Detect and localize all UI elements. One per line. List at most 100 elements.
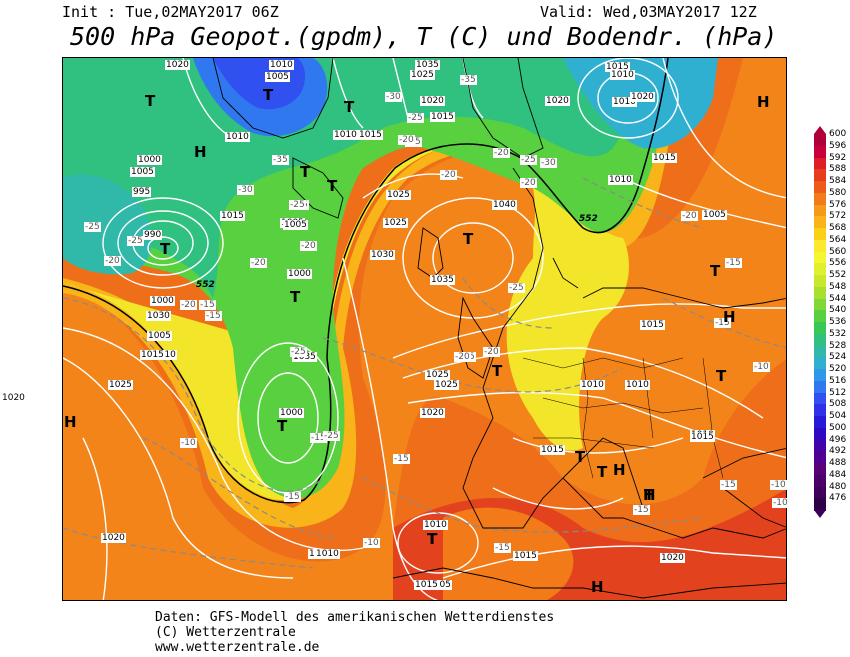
temperature-label: -25 bbox=[520, 155, 537, 165]
colorbar-label: 492 bbox=[829, 446, 847, 457]
temperature-label: -20 bbox=[493, 148, 510, 158]
temperature-label: -30 bbox=[385, 92, 402, 102]
colorbar-cell bbox=[814, 251, 826, 264]
colorbar-cell bbox=[814, 333, 826, 346]
contour-552-label: 552 bbox=[196, 280, 215, 290]
colorbar-label: 512 bbox=[829, 387, 847, 398]
isobar-label: 1020 bbox=[165, 60, 190, 70]
isobar-label: 1015 bbox=[358, 130, 383, 140]
temperature-label: -25 bbox=[84, 222, 101, 232]
isobar-label: 990 bbox=[143, 230, 163, 240]
colorbar-label: 552 bbox=[829, 270, 847, 280]
isobar-label: 1010 bbox=[423, 520, 448, 530]
isobar-label: 1025 bbox=[434, 380, 459, 390]
high-pressure-marker: H bbox=[591, 578, 604, 596]
isobar-label: 1015 bbox=[605, 62, 630, 72]
isobar-label: 1005 bbox=[147, 331, 172, 341]
temperature-label: -25 bbox=[290, 347, 307, 357]
temperature-label: -30 bbox=[237, 185, 254, 195]
isobar-label: 1015 bbox=[220, 211, 245, 221]
isobar-label: 1010 bbox=[269, 60, 294, 70]
field-576 bbox=[63, 58, 786, 600]
weather-map bbox=[62, 57, 787, 601]
footer-copyright: (C) Wetterzentrale bbox=[155, 625, 296, 640]
temperature-label: -15 bbox=[720, 480, 737, 490]
contour-552 bbox=[63, 58, 669, 504]
high-pressure-marker: H bbox=[64, 413, 77, 431]
colorbar-label: 576 bbox=[829, 199, 847, 210]
isobar-label: 1025 bbox=[410, 70, 435, 80]
temperature-label: -15 bbox=[284, 492, 301, 502]
footer-url[interactable]: www.wetterzentrale.de bbox=[155, 640, 320, 655]
colorbar-cell bbox=[814, 157, 826, 170]
isobar-label: 1020 bbox=[1, 393, 26, 403]
colorbar-cell bbox=[814, 169, 826, 182]
low-pressure-marker: T bbox=[427, 530, 438, 548]
isotherms bbox=[63, 177, 786, 569]
colorbar-label: 516 bbox=[829, 375, 847, 386]
low-pressure-marker: T bbox=[300, 163, 311, 181]
isobar-label: 1000 bbox=[137, 155, 162, 165]
isobar-label: 1000 bbox=[279, 408, 304, 418]
colorbar-cell bbox=[814, 145, 826, 158]
temperature-label: -20 bbox=[454, 352, 471, 362]
temperature-label: -25 bbox=[508, 283, 525, 293]
low-pressure-marker: T bbox=[263, 86, 274, 104]
temperature-label: -15 bbox=[633, 505, 650, 515]
colorbar-cell bbox=[814, 204, 826, 217]
isobar-label: 1020 bbox=[420, 408, 445, 418]
colorbar-label: 556 bbox=[829, 258, 847, 269]
isobar-label: 1035 bbox=[430, 275, 455, 285]
colorbar-cell bbox=[814, 345, 826, 358]
isobar-label: 1030 bbox=[370, 250, 395, 260]
isobar-label: 1015 bbox=[430, 112, 455, 122]
colorbar-cell bbox=[814, 181, 826, 194]
colorbar-label: 592 bbox=[829, 152, 847, 163]
isobar-label: 1005 bbox=[702, 210, 727, 220]
colorbar-cell bbox=[814, 392, 826, 405]
temperature-label: -15 bbox=[310, 433, 327, 443]
isobar-label: 1005 bbox=[130, 167, 155, 177]
temperature-label: -20 bbox=[300, 241, 317, 251]
colorbar-cell bbox=[814, 380, 826, 393]
field-524-ne bbox=[563, 58, 718, 149]
temperature-label: -10 bbox=[180, 438, 197, 448]
low-pressure-marker: T bbox=[575, 448, 586, 466]
isobar-label: 1020 bbox=[545, 96, 570, 106]
isobar-label: 1015 bbox=[414, 580, 439, 590]
low-pressure-marker: T bbox=[145, 92, 156, 110]
temperature-label: -30 bbox=[540, 158, 557, 168]
colorbar-label: 528 bbox=[829, 340, 847, 351]
isobar-label: 1025 bbox=[108, 380, 133, 390]
colorbar-label: 600 bbox=[829, 129, 847, 139]
isobar-label: 1005 bbox=[427, 580, 452, 590]
temperature-label: -15 bbox=[199, 300, 216, 310]
isobar-label: 1020 bbox=[630, 92, 655, 102]
high-pressure-marker: H bbox=[613, 461, 626, 479]
isobar-label: 1020 bbox=[420, 96, 445, 106]
isobar-label: 1005 bbox=[283, 220, 308, 230]
isobar-label: 1015 bbox=[690, 432, 715, 442]
temperature-label: -15 bbox=[205, 311, 222, 321]
colorbar-label: 484 bbox=[829, 469, 847, 480]
map-canvas bbox=[63, 58, 786, 600]
temperature-label: -20 bbox=[398, 135, 415, 145]
colorbar-label: 560 bbox=[829, 246, 847, 257]
high-pressure-marker: H bbox=[643, 486, 656, 504]
isobar-label: 1020 bbox=[101, 533, 126, 543]
temperature-label: -10 bbox=[772, 498, 789, 508]
colorbar-cell bbox=[814, 298, 826, 311]
low-pressure-marker: T bbox=[644, 486, 655, 504]
isobar-label: 1035 bbox=[415, 60, 440, 70]
isobars bbox=[63, 58, 786, 600]
colorbar-cell bbox=[814, 474, 826, 487]
temperature-label: -15 bbox=[393, 454, 410, 464]
temperature-label: -20 bbox=[483, 347, 500, 357]
colorbar-cell bbox=[814, 228, 826, 241]
init-time: Init : Tue,02MAY2017 06Z bbox=[62, 3, 279, 21]
isobar-label: 995 bbox=[132, 187, 152, 197]
isobar-label: 1010 bbox=[333, 130, 358, 140]
low-pressure-marker: T bbox=[427, 530, 438, 548]
colorbar-cell bbox=[814, 192, 826, 205]
temperature-label: -10 bbox=[770, 480, 787, 490]
